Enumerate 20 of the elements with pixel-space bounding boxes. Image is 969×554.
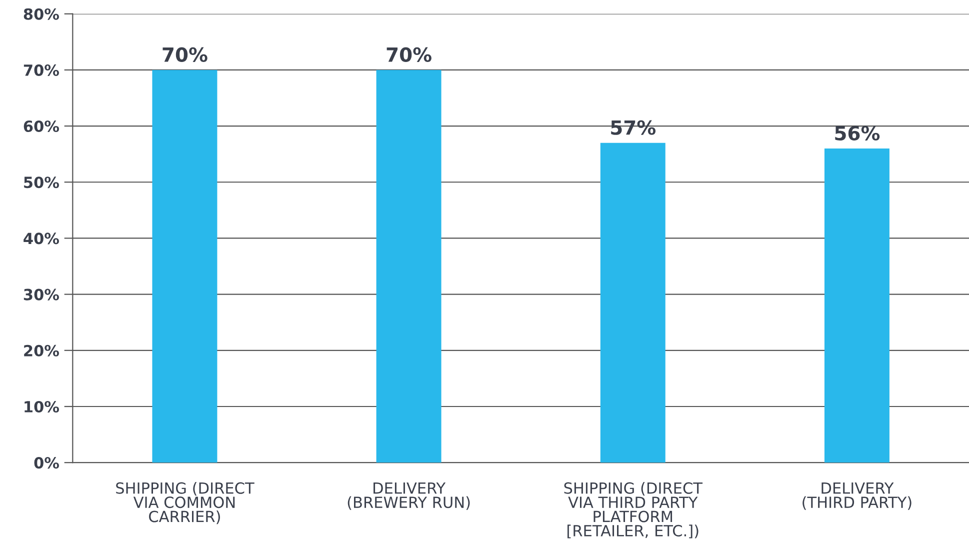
x-tick-label: DELIVERY (BREWERY RUN) xyxy=(348,482,470,510)
x-tick-label: SHIPPING (DIRECT VIA THIRD PARTY PLATFORM [RETAILER, ETC.]) xyxy=(564,482,703,538)
data-label: 70% xyxy=(162,47,208,62)
y-tick-label: 10% xyxy=(24,400,59,413)
data-label: 56% xyxy=(835,126,880,141)
bar xyxy=(376,70,442,463)
y-tick-label: 20% xyxy=(24,344,59,356)
bar xyxy=(152,70,218,463)
y-tick-label: 50% xyxy=(24,176,59,188)
y-tick-label: 40% xyxy=(24,232,59,244)
y-tick-label: 60% xyxy=(24,120,59,132)
bar xyxy=(600,142,666,463)
y-tick-label: 70% xyxy=(24,64,59,76)
y-tick-label: 30% xyxy=(24,288,59,300)
x-tick-label: DELIVERY (THIRD PARTY) xyxy=(802,482,912,510)
y-tick-label: 0% xyxy=(34,457,59,469)
data-label: 70% xyxy=(386,47,432,62)
bar xyxy=(824,148,890,463)
y-tick-label: 80% xyxy=(24,8,59,20)
x-tick-label: SHIPPING (DIRECT VIA COMMON CARRIER) xyxy=(116,482,254,524)
